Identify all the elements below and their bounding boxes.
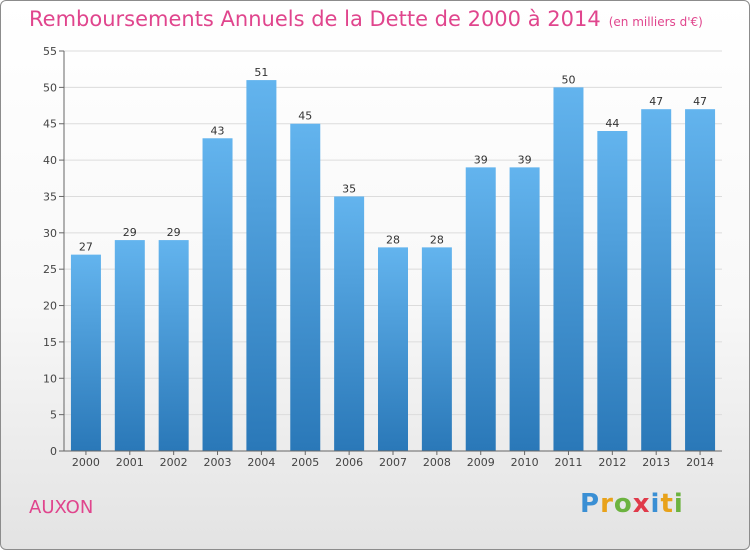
- x-tick-label: 2000: [72, 456, 100, 469]
- data-label: 28: [430, 233, 444, 246]
- x-tick-label: 2006: [335, 456, 363, 469]
- bar: [246, 80, 277, 451]
- logo-letter: t: [660, 489, 674, 519]
- x-tick-label: 2001: [116, 456, 144, 469]
- y-tick-label: 55: [43, 45, 57, 58]
- data-label: 35: [342, 182, 356, 195]
- commune-name: AUXON: [29, 497, 94, 518]
- x-tick-label: 2003: [204, 456, 232, 469]
- data-label: 29: [167, 226, 181, 239]
- bar: [114, 240, 145, 451]
- y-tick-label: 40: [43, 154, 57, 167]
- bar: [421, 247, 452, 451]
- data-label: 47: [649, 95, 663, 108]
- data-label: 51: [254, 66, 268, 79]
- logo-letter: i: [673, 489, 684, 519]
- x-tick-label: 2009: [467, 456, 495, 469]
- data-label: 45: [298, 110, 312, 123]
- data-label: 39: [474, 153, 488, 166]
- bar: [290, 123, 321, 452]
- y-tick-label: 30: [43, 227, 57, 240]
- bar: [70, 254, 101, 451]
- bar: [334, 196, 365, 451]
- x-tick-label: 2008: [423, 456, 451, 469]
- y-tick-label: 0: [50, 445, 57, 458]
- data-label: 50: [561, 73, 575, 86]
- bar: [158, 240, 189, 451]
- y-tick-label: 45: [43, 118, 57, 131]
- y-tick-label: 35: [43, 190, 57, 203]
- data-label: 47: [693, 95, 707, 108]
- chart-title-text: Remboursements Annuels de la Dette de 20…: [29, 7, 601, 31]
- logo-letter: P: [580, 489, 601, 519]
- bar: [597, 131, 628, 451]
- x-tick-label: 2007: [379, 456, 407, 469]
- logo-letter: o: [613, 489, 633, 519]
- data-labels: 27 29 29 43 51 45 35 28 28 39 39 50 44 47 47: [79, 66, 707, 254]
- y-tick-label: 15: [43, 336, 57, 349]
- y-tick-label: 10: [43, 372, 57, 385]
- x-tick-label: 2011: [554, 456, 582, 469]
- logo-letter: x: [632, 489, 651, 519]
- x-tick-label: 2013: [642, 456, 670, 469]
- data-label: 43: [211, 124, 225, 137]
- bar: [465, 167, 496, 451]
- bars: [70, 80, 716, 452]
- y-tick-label: 25: [43, 263, 57, 276]
- chart-unit: (en milliers d'€): [608, 15, 703, 29]
- data-label: 44: [605, 117, 619, 130]
- bar: [685, 109, 716, 451]
- y-tick-label: 50: [43, 81, 57, 94]
- x-tick-label: 2002: [160, 456, 188, 469]
- y-tick-label: 20: [43, 300, 57, 313]
- x-tick-label: 2012: [598, 456, 626, 469]
- logo-letter: r: [600, 489, 614, 519]
- data-label: 28: [386, 233, 400, 246]
- logo-letter: i: [650, 489, 661, 519]
- y-tick-label: 5: [50, 409, 57, 422]
- bar: [202, 138, 233, 452]
- bar: [641, 109, 672, 451]
- bar: [553, 87, 584, 451]
- chart-title: Remboursements Annuels de la Dette de 20…: [29, 7, 703, 31]
- x-tick-label: 2010: [511, 456, 539, 469]
- data-label: 29: [123, 226, 137, 239]
- axes: 0 5 10 15 20 25 30 35 40 45 50 55 2000 2001 2002 2003 20…: [43, 45, 722, 469]
- data-label: 27: [79, 241, 93, 254]
- x-tick-label: 2014: [686, 456, 714, 469]
- proxiti-logo: Proxiti: [580, 489, 684, 519]
- data-label: 39: [518, 153, 532, 166]
- bar: [378, 247, 408, 451]
- bar: [509, 167, 540, 451]
- x-tick-label: 2005: [291, 456, 319, 469]
- x-tick-label: 2004: [247, 456, 275, 469]
